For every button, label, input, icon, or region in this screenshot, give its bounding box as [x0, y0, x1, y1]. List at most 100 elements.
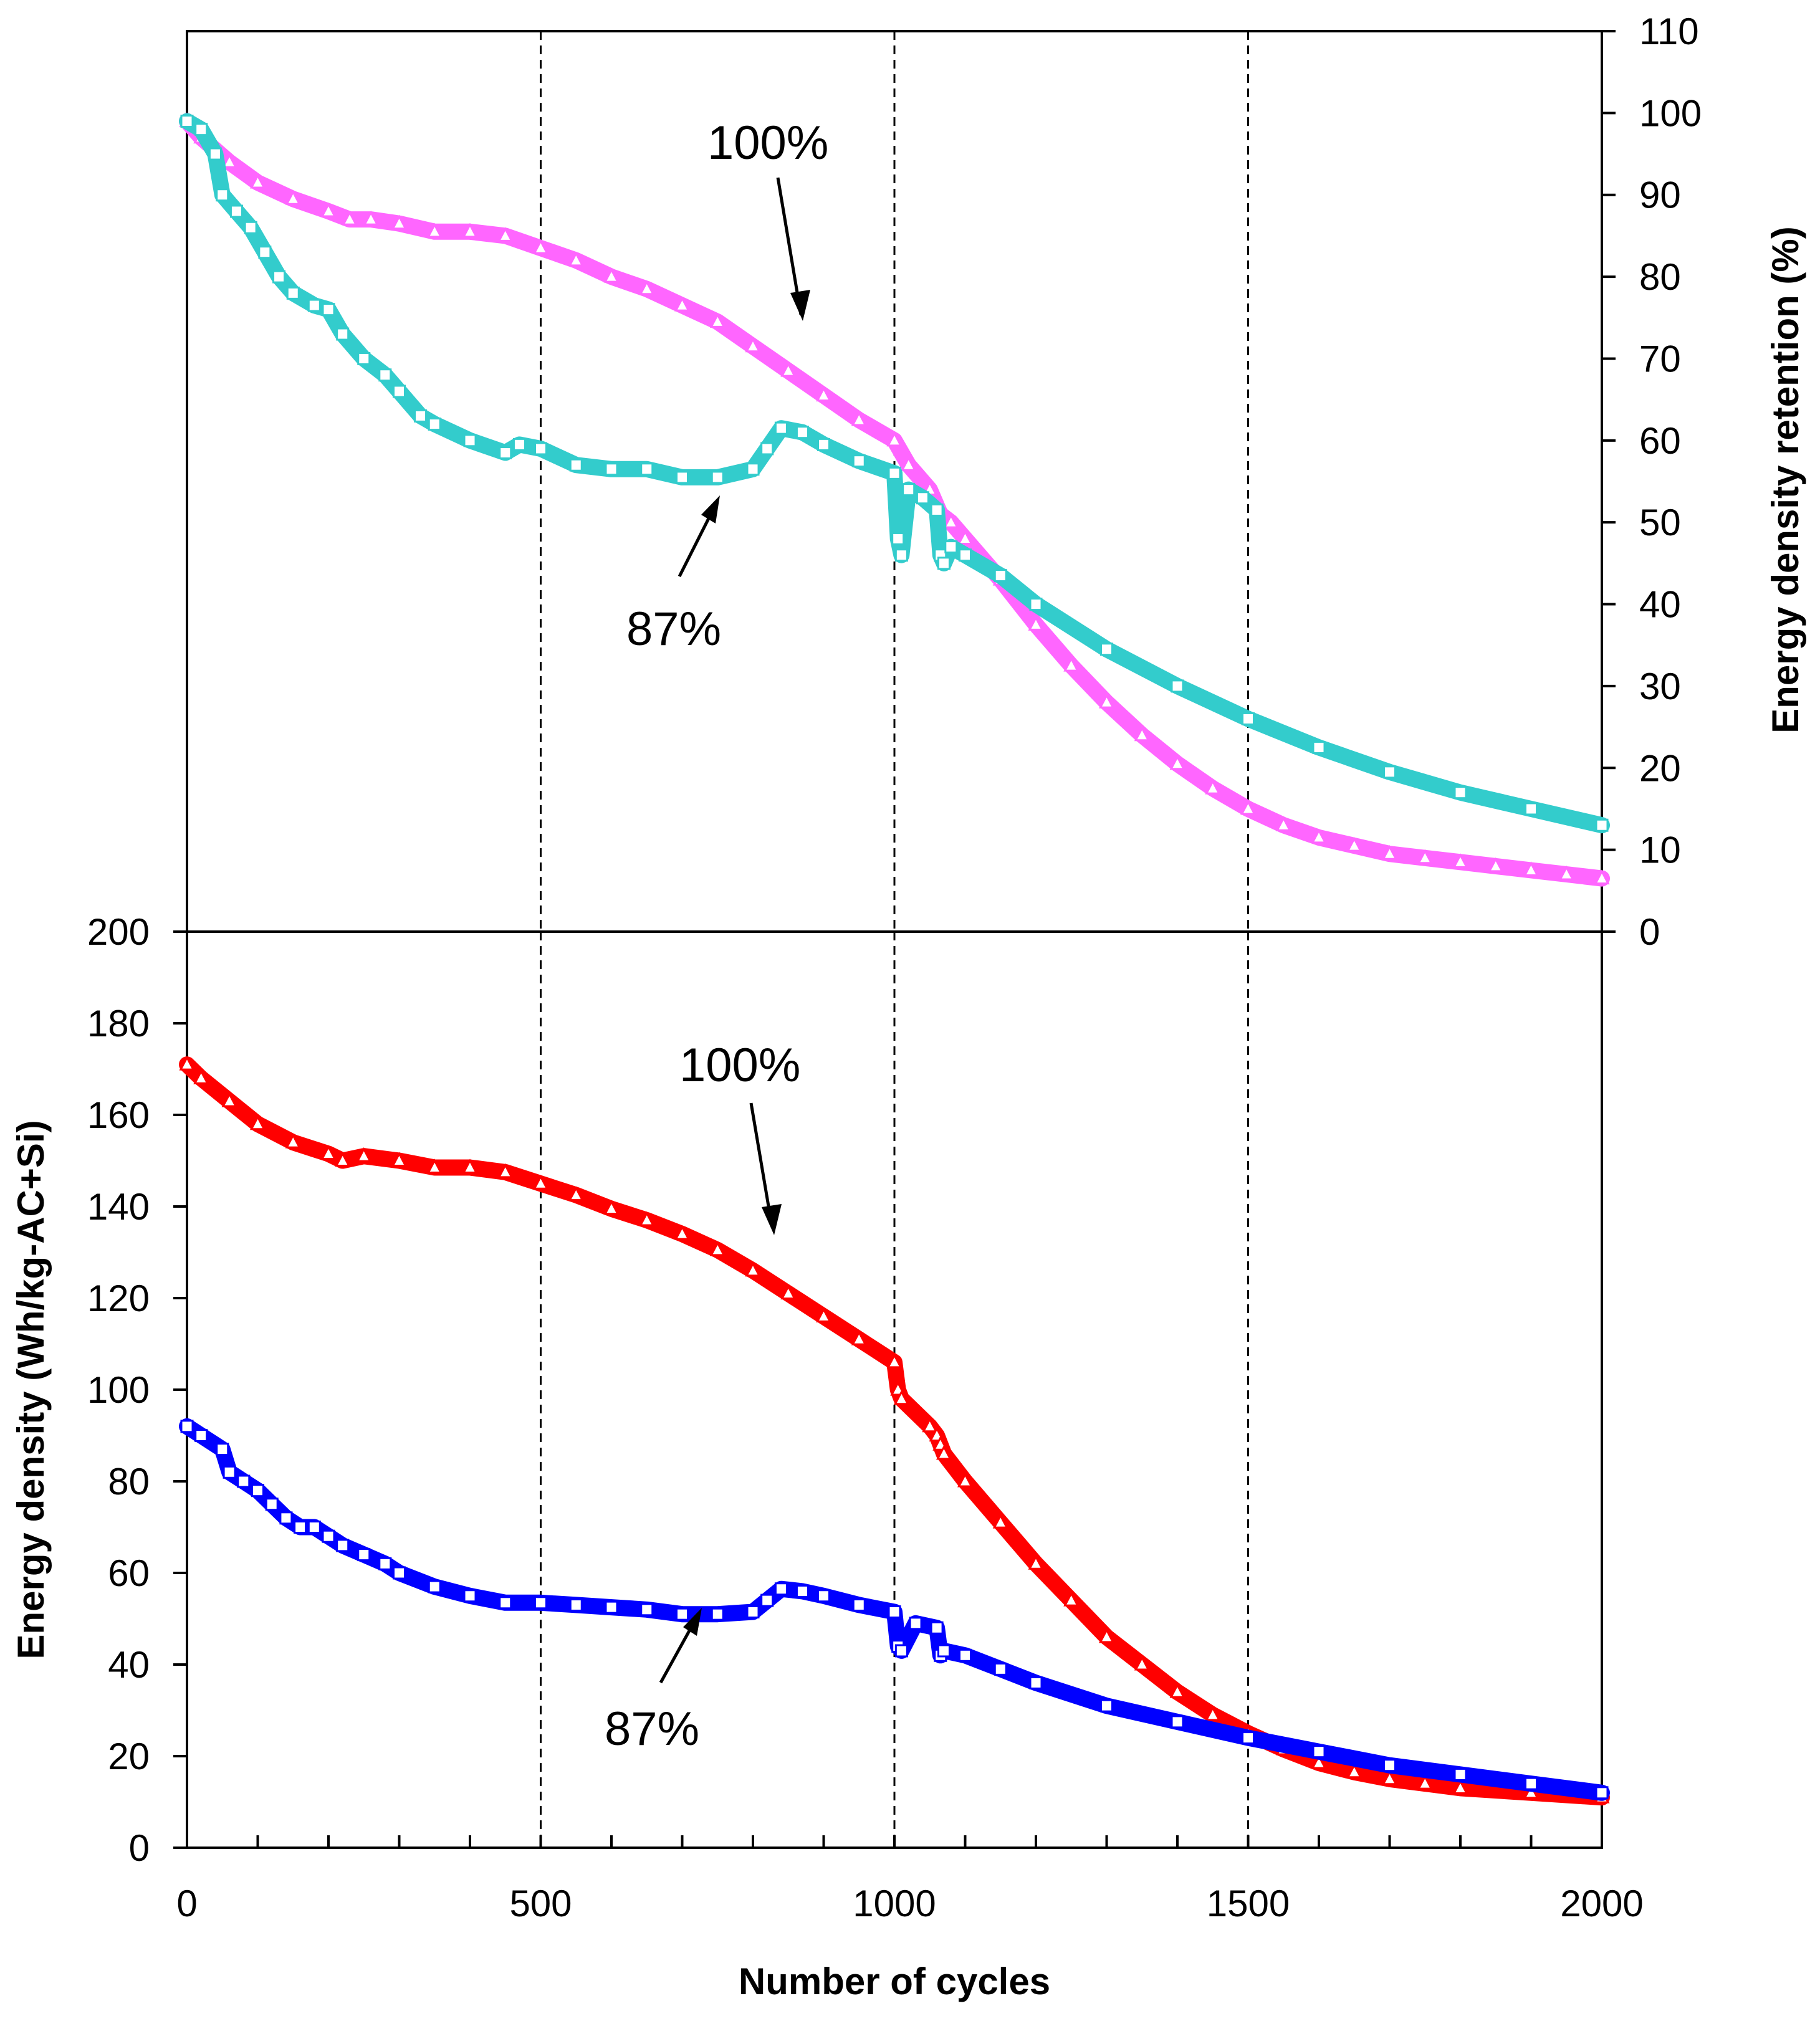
bottom-series-2-point — [1242, 1731, 1255, 1745]
top-y-tick-label: 50 — [1639, 502, 1681, 543]
top-series-1-point — [745, 337, 761, 353]
bottom-series-1-point — [462, 1159, 478, 1174]
bottom-series-2-point — [888, 1605, 901, 1618]
top-series-group — [179, 112, 1610, 887]
bottom-series-2-point — [499, 1596, 512, 1610]
top-series-1-point — [1134, 726, 1150, 742]
bottom-annotation-100: 100% — [679, 1039, 800, 1092]
bottom-series-1-point — [1346, 1763, 1363, 1779]
bottom-series-2-point — [746, 1605, 760, 1618]
top-series-1-point — [780, 361, 797, 377]
bottom-series-1-point — [816, 1307, 831, 1322]
top-series-2-point — [1312, 740, 1326, 754]
x-tick-label: 2000 — [1560, 1883, 1643, 1924]
bottom-series-1-point — [1382, 1770, 1397, 1785]
top-series-2-point — [916, 491, 929, 505]
top-series-1-point — [1488, 857, 1504, 872]
top-y-tick-label: 20 — [1639, 747, 1681, 789]
bottom-series-2-point — [1525, 1777, 1538, 1790]
top-series-2-point — [258, 246, 272, 259]
top-series-1-point — [1523, 861, 1539, 876]
bottom-series-2-point — [994, 1662, 1007, 1676]
top-series-1-point — [221, 153, 237, 168]
bottom-series-group — [179, 1055, 1610, 1806]
bottom-series-1-point — [356, 1147, 372, 1162]
top-series-2-point — [676, 471, 689, 484]
bottom-series-1-point — [533, 1175, 548, 1190]
bottom-series-1-line — [179, 1056, 1610, 1806]
top-series-1-point — [1558, 865, 1574, 881]
top-series-2-point — [1454, 786, 1467, 800]
bottom-annotation-100-arrowhead — [762, 1204, 782, 1235]
top-series-1-point — [957, 530, 973, 545]
bottom-series-2-point — [307, 1521, 321, 1534]
bottom-series-1-point — [568, 1186, 584, 1202]
top-series-1-point — [1240, 800, 1256, 815]
top-series-1-point — [674, 296, 690, 312]
top-series-2-point — [463, 434, 477, 447]
bottom-series-1-point — [250, 1115, 266, 1130]
top-series-2-point — [937, 557, 951, 570]
bottom-series-2-point — [223, 1465, 236, 1479]
bottom-series-2-point — [774, 1582, 788, 1596]
top-y-tick-label: 0 — [1639, 911, 1660, 953]
top-series-1-point — [1417, 849, 1433, 864]
bottom-series-1-point — [285, 1133, 301, 1149]
top-series-2-point — [1383, 765, 1396, 779]
bottom-series-2-point — [894, 1644, 908, 1658]
top-series-1-point — [1382, 844, 1397, 860]
bottom-y-tick-label: 200 — [87, 911, 150, 953]
top-series-2-point — [959, 548, 972, 562]
top-series-2-point — [640, 462, 654, 476]
bottom-series-1-point — [780, 1284, 797, 1300]
top-series-2-point — [891, 532, 905, 545]
top-series-2-point — [1100, 643, 1113, 656]
top-series-1-point — [1099, 693, 1114, 709]
top-series-1-point — [816, 386, 831, 402]
top-series-2-point — [180, 115, 194, 128]
bottom-series-2-point — [1454, 1767, 1467, 1781]
bottom-series-1-point — [1417, 1774, 1433, 1790]
bottom-y-tick-label: 60 — [108, 1552, 150, 1594]
bottom-annotation-87: 87% — [605, 1703, 699, 1756]
bottom-series-2-point — [760, 1593, 774, 1607]
bottom-series-1-point — [1205, 1706, 1221, 1721]
bottom-y-tick-label: 120 — [87, 1278, 150, 1319]
bottom-series-2-point — [959, 1648, 972, 1662]
bottom-y-ticks: 0 20 40 60 80 100 120 140 160 180 200 — [87, 911, 187, 1869]
bottom-y-axis-title: Energy density (Wh/kg-AC+Si) — [10, 1120, 52, 1659]
bottom-series-1-point — [893, 1390, 909, 1405]
top-series-1-point — [426, 222, 443, 238]
top-y-axis-title: Energy density retention (%) — [1765, 226, 1806, 733]
top-series-2-point — [499, 446, 512, 460]
top-series-2-point — [711, 471, 724, 484]
top-series-1-point — [851, 411, 867, 426]
bottom-series-2-point — [180, 1420, 194, 1433]
bottom-series-1-point — [179, 1055, 195, 1071]
x-tick-label: 1000 — [853, 1883, 936, 1924]
top-series-2-point — [605, 462, 618, 476]
top-y-tick-label: 80 — [1639, 256, 1681, 298]
bottom-y-tick-label: 180 — [87, 1003, 150, 1044]
top-series-2-point — [774, 421, 788, 435]
bottom-series-2-point — [428, 1580, 441, 1593]
bottom-series-2-point — [322, 1529, 335, 1543]
bottom-series-2-point — [640, 1603, 654, 1617]
bottom-annotation-100-arrow — [749, 1102, 774, 1225]
top-series-1-point — [603, 267, 620, 283]
bottom-series-1-point — [603, 1200, 620, 1215]
x-ticks: 0 500 1000 1500 2000 — [176, 1835, 1644, 1924]
bottom-series-2-point — [930, 1621, 944, 1635]
top-series-1-point — [709, 313, 726, 328]
top-series-2-point — [994, 569, 1007, 583]
bottom-series-1-point — [1099, 1628, 1114, 1643]
top-series-2-line — [179, 113, 1610, 834]
top-series-1-point — [363, 210, 379, 226]
bottom-series-2-point — [237, 1474, 251, 1488]
bottom-series-1-point — [1028, 1555, 1044, 1570]
top-y-tick-label: 40 — [1639, 584, 1681, 626]
bottom-reference-lines — [540, 932, 1249, 1848]
bottom-series-2-point — [251, 1484, 264, 1498]
top-series-2-point — [307, 299, 321, 312]
bottom-series-1-point — [851, 1330, 867, 1345]
